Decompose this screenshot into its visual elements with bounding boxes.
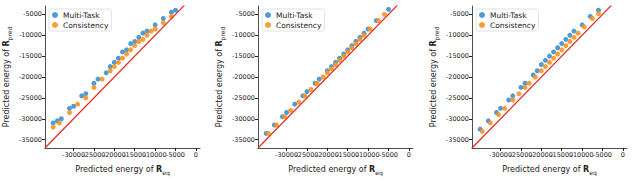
svg-text:-35000: -35000 [232, 136, 255, 144]
svg-text:-10000: -10000 [446, 31, 469, 39]
svg-text:-15000: -15000 [336, 150, 360, 159]
svg-text:-5000: -5000 [593, 151, 612, 159]
svg-text:-25000: -25000 [232, 94, 255, 102]
svg-text:-15000: -15000 [446, 52, 469, 60]
svg-text:pred: pred [6, 27, 14, 41]
svg-text:eq: eq [375, 169, 383, 177]
svg-text:0: 0 [621, 151, 625, 159]
svg-text:Consistency: Consistency [276, 21, 322, 30]
svg-text:Multi-Task: Multi-Task [63, 11, 100, 20]
svg-text:-25000: -25000 [19, 94, 42, 102]
svg-text:-20000: -20000 [446, 73, 469, 81]
svg-text:-20000: -20000 [102, 150, 126, 159]
svg-text:-35000: -35000 [446, 136, 469, 144]
svg-text:Multi-Task: Multi-Task [276, 11, 313, 20]
svg-text:-5000: -5000 [23, 10, 42, 18]
svg-text:R: R [583, 164, 590, 174]
svg-text:0: 0 [407, 151, 411, 159]
svg-text:Predicted energy of: Predicted energy of [429, 47, 438, 128]
svg-text:-15000: -15000 [232, 52, 255, 60]
svg-text:-10000: -10000 [144, 151, 167, 159]
svg-text:eq: eq [162, 169, 170, 177]
svg-text:-5000: -5000 [450, 10, 469, 18]
svg-text:-10000: -10000 [232, 31, 255, 39]
svg-text:R: R [428, 40, 438, 47]
svg-text:-25000: -25000 [446, 94, 469, 102]
svg-text:-10000: -10000 [19, 31, 42, 39]
svg-text:pred: pred [219, 27, 227, 41]
svg-text:-25000: -25000 [82, 150, 106, 159]
svg-text:-5000: -5000 [379, 151, 398, 159]
svg-text:R: R [369, 164, 376, 174]
svg-text:-10000: -10000 [357, 151, 380, 159]
svg-text:-15000: -15000 [19, 52, 42, 60]
svg-text:Predicted energy of: Predicted energy of [75, 165, 156, 174]
svg-text:pred: pred [433, 27, 441, 41]
svg-text:Multi-Task: Multi-Task [490, 11, 527, 20]
svg-text:-30000: -30000 [232, 115, 255, 123]
svg-text:0: 0 [194, 151, 198, 159]
svg-text:-5000: -5000 [236, 10, 255, 18]
svg-text:-25000: -25000 [295, 150, 319, 159]
svg-text:Consistency: Consistency [63, 21, 109, 30]
svg-text:Predicted energy of: Predicted energy of [215, 47, 224, 128]
svg-text:-25000: -25000 [509, 150, 533, 159]
svg-text:-15000: -15000 [123, 150, 147, 159]
svg-text:-30000: -30000 [275, 150, 299, 159]
svg-text:-30000: -30000 [489, 150, 513, 159]
svg-text:R: R [1, 40, 11, 47]
svg-text:Consistency: Consistency [490, 21, 536, 30]
svg-text:-15000: -15000 [550, 150, 574, 159]
svg-text:eq: eq [589, 169, 597, 177]
svg-text:-20000: -20000 [232, 73, 255, 81]
svg-text:-30000: -30000 [19, 115, 42, 123]
svg-text:-35000: -35000 [19, 136, 42, 144]
svg-text:R: R [156, 164, 163, 174]
svg-text:-10000: -10000 [571, 151, 594, 159]
svg-text:-30000: -30000 [62, 150, 86, 159]
svg-text:-20000: -20000 [315, 150, 339, 159]
svg-text:R: R [214, 40, 224, 47]
svg-text:Predicted energy of: Predicted energy of [502, 165, 583, 174]
svg-text:Predicted energy of: Predicted energy of [2, 47, 11, 128]
svg-text:-30000: -30000 [446, 115, 469, 123]
svg-text:-20000: -20000 [529, 150, 553, 159]
svg-text:-20000: -20000 [19, 73, 42, 81]
svg-text:-5000: -5000 [166, 151, 185, 159]
svg-text:Predicted energy of: Predicted energy of [288, 165, 369, 174]
